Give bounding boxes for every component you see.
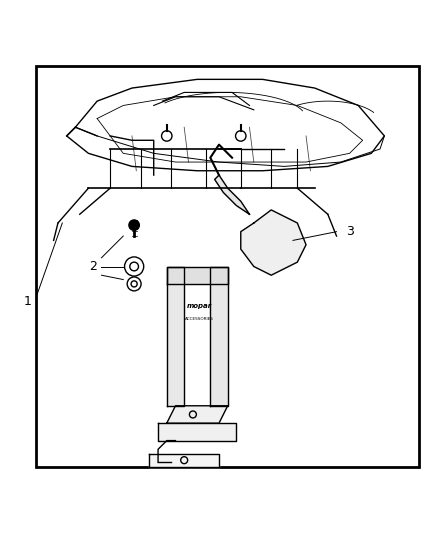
- Text: 3: 3: [346, 225, 353, 238]
- Polygon shape: [167, 266, 184, 406]
- Text: ACCESSORIES: ACCESSORIES: [185, 317, 214, 321]
- Polygon shape: [210, 266, 228, 406]
- Text: 2: 2: [89, 260, 97, 273]
- Polygon shape: [215, 175, 250, 214]
- Polygon shape: [158, 423, 237, 441]
- Circle shape: [129, 220, 139, 230]
- Polygon shape: [149, 454, 219, 467]
- Polygon shape: [167, 406, 228, 423]
- Text: 1: 1: [24, 295, 32, 308]
- Polygon shape: [241, 210, 306, 275]
- Polygon shape: [167, 266, 228, 284]
- Text: mopar: mopar: [187, 303, 212, 309]
